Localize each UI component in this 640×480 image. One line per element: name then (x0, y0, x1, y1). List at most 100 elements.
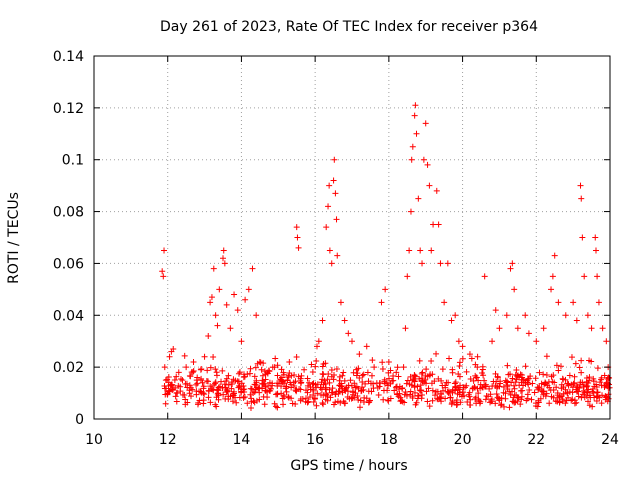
data-point (519, 387, 526, 394)
data-point (326, 379, 333, 386)
data-point (161, 364, 168, 371)
data-point (446, 355, 453, 362)
data-point (278, 374, 285, 381)
y-tick-label: 0 (75, 412, 84, 428)
data-point (247, 404, 254, 411)
data-point (606, 375, 613, 382)
data-point (320, 401, 327, 408)
data-point (255, 385, 262, 392)
data-point (369, 357, 376, 364)
data-point (393, 383, 400, 390)
data-point (274, 380, 281, 387)
data-point (352, 384, 359, 391)
data-point (367, 380, 374, 387)
data-point (197, 388, 204, 395)
data-point (260, 360, 267, 367)
data-point (344, 388, 351, 395)
data-point (284, 377, 291, 384)
data-point (495, 395, 502, 402)
data-point (527, 373, 534, 380)
data-point (326, 182, 333, 189)
data-point (208, 294, 215, 301)
data-point (469, 385, 476, 392)
data-point (360, 371, 367, 378)
data-point (256, 358, 263, 365)
data-point (463, 368, 470, 375)
data-point (384, 382, 391, 389)
data-point (326, 247, 333, 254)
y-tick-label: 0.04 (53, 308, 84, 324)
data-point (489, 383, 496, 390)
data-point (546, 400, 553, 407)
data-point (548, 373, 555, 380)
data-point (565, 394, 572, 401)
data-point (553, 384, 560, 391)
data-point (261, 401, 268, 408)
data-point (602, 396, 609, 403)
data-point (315, 338, 322, 345)
data-point (578, 394, 585, 401)
data-point (288, 384, 295, 391)
data-point (193, 381, 200, 388)
data-point (419, 369, 426, 376)
data-point (264, 369, 271, 376)
data-point (175, 369, 182, 376)
data-point (396, 390, 403, 397)
data-point (467, 401, 474, 408)
data-point (328, 367, 335, 374)
data-point (428, 247, 435, 254)
data-point (322, 396, 329, 403)
data-point (578, 369, 585, 376)
data-point (411, 383, 418, 390)
data-point (366, 398, 373, 405)
data-point (467, 376, 474, 383)
data-point (452, 379, 459, 386)
data-point (323, 390, 330, 397)
data-point (578, 357, 585, 364)
data-point (337, 299, 344, 306)
data-point (212, 379, 219, 386)
data-point (302, 398, 309, 405)
data-point (253, 312, 260, 319)
data-point (535, 399, 542, 406)
data-point (164, 390, 171, 397)
y-tick-label: 0.06 (53, 256, 84, 272)
data-point (492, 370, 499, 377)
data-point (210, 387, 217, 394)
data-point (475, 390, 482, 397)
data-point (228, 379, 235, 386)
data-point (225, 372, 232, 379)
data-point (272, 403, 279, 410)
y-tick-label: 0.02 (53, 360, 84, 376)
data-point (259, 372, 266, 379)
data-point (588, 325, 595, 332)
data-point (364, 369, 371, 376)
data-point (320, 392, 327, 399)
data-point (407, 373, 414, 380)
data-point (573, 382, 580, 389)
data-point (577, 182, 584, 189)
data-point (429, 387, 436, 394)
data-point (166, 353, 173, 360)
data-point (354, 392, 361, 399)
data-point (438, 377, 445, 384)
data-point (341, 377, 348, 384)
data-point (573, 399, 580, 406)
data-point (297, 375, 304, 382)
data-point (205, 394, 212, 401)
data-point (245, 286, 252, 293)
data-point (586, 357, 593, 364)
data-point (174, 389, 181, 396)
data-point (258, 366, 265, 373)
data-point (497, 402, 504, 409)
data-point (333, 216, 340, 223)
data-point (177, 376, 184, 383)
data-point (162, 400, 169, 407)
plot-frame (93, 55, 611, 420)
data-point (304, 382, 311, 389)
data-point (417, 247, 424, 254)
data-point (566, 372, 573, 379)
data-point (279, 395, 286, 402)
x-tick-label: 22 (527, 432, 545, 448)
data-point (518, 396, 525, 403)
